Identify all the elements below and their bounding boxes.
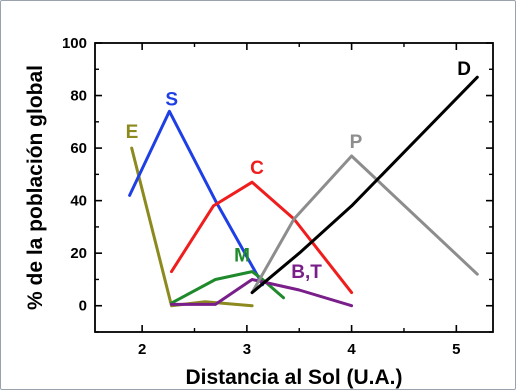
x-tick-label: 4 <box>347 341 356 358</box>
series-labels: E S C M B,T P D <box>126 59 471 283</box>
series-label-bt: B,T <box>291 262 322 283</box>
y-tick-label: 0 <box>79 298 87 315</box>
series-line-s <box>128 109 265 287</box>
y-axis-title: % de la población global <box>24 65 47 310</box>
series-line-d <box>250 75 479 295</box>
series-label-p: P <box>350 132 363 153</box>
series-label-c: C <box>250 158 264 179</box>
y-tick-label: 80 <box>70 88 87 105</box>
series-line-m <box>170 270 285 305</box>
series-label-s: S <box>165 89 178 110</box>
plot-area <box>94 42 494 333</box>
series-line-c <box>170 180 354 295</box>
series-label-e: E <box>126 122 139 143</box>
series-group <box>128 75 479 308</box>
y-tick-label: 40 <box>70 193 87 210</box>
series-line-e <box>130 146 254 308</box>
x-axis-title: Distancia al Sol (U.A.) <box>185 366 402 389</box>
series-line-p <box>250 154 479 295</box>
series-label-d: D <box>457 59 471 80</box>
series-label-m: M <box>234 246 250 267</box>
y-tick-label: 20 <box>70 245 87 262</box>
series-line-bt <box>170 278 354 308</box>
y-tick-label: 100 <box>62 35 87 52</box>
y-tick-label: 60 <box>70 140 87 157</box>
x-tick-label: 3 <box>243 341 251 358</box>
x-tick-label: 2 <box>138 341 146 358</box>
axis-ticks <box>95 42 493 333</box>
x-tick-label: 5 <box>452 341 460 358</box>
tick-labels: 2 3 4 5 0 20 40 60 80 100 <box>62 35 461 358</box>
